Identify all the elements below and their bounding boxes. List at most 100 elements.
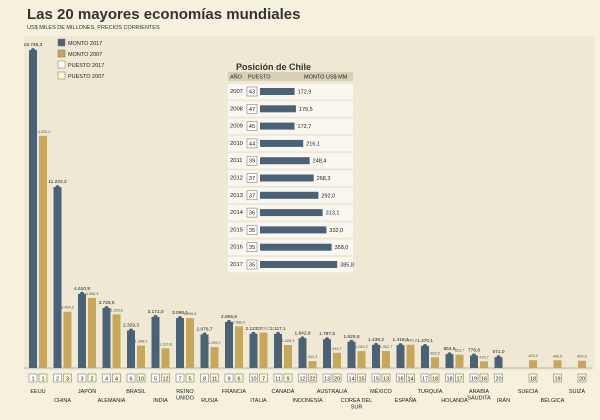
bar-2017-cap-13	[349, 339, 354, 344]
value-label-2017-5: 3.171,0	[147, 309, 163, 315]
bar-2017-cap-12	[325, 337, 329, 342]
inset-year-10: 2017	[230, 262, 243, 268]
bar-2017-cap-0	[31, 48, 35, 53]
category-label-11: INDONESIA	[292, 398, 323, 404]
inset-header-bg	[228, 72, 353, 81]
rank-2007-11: 22	[309, 377, 315, 383]
value-label-2017-14: 1.439,2	[368, 337, 384, 343]
rank-2007-1: 3	[66, 377, 69, 383]
category-label-19: IRÁN	[497, 397, 510, 404]
inset-bar-8	[260, 226, 327, 234]
bar-2017-cap-3	[104, 306, 109, 311]
value-label-2007-15: 1.445,2	[404, 339, 417, 343]
value-label-2017-19: 671,0	[492, 349, 504, 355]
rank-2007-13: 15	[358, 377, 364, 383]
value-label-2017-8: 2.855,6	[221, 314, 237, 320]
value-label-2007-14: 1.052,7	[380, 345, 393, 349]
bar-2007-4	[137, 345, 145, 368]
value-label-2007-5: 1.223,8	[159, 342, 172, 346]
inset-year-0: 2007	[230, 89, 243, 95]
inset-position-3: 44	[249, 141, 256, 147]
inset-position-10: 35	[249, 263, 255, 269]
value-label-2007-6: 3.095,8	[184, 312, 197, 316]
bar-2017-cap-1	[55, 185, 60, 190]
inset-bar-2	[260, 122, 295, 130]
inset-amount-label-8: 332,0	[329, 228, 343, 234]
inset-position-box-3	[246, 138, 258, 149]
category-label-17: HOLANDA	[441, 398, 468, 404]
inset-year-6: 2013	[230, 193, 243, 199]
rank-2007-9: 7	[262, 377, 265, 383]
bar-2017-8	[225, 322, 233, 368]
value-label-2007-4: 1.398,2	[135, 339, 148, 343]
value-label-2017-2: 4.610,8	[74, 286, 90, 292]
value-label-2017-18: 778,8	[468, 347, 480, 353]
bar-2017-cap-7	[202, 332, 207, 337]
bar-2017-6	[176, 318, 184, 368]
rank-2007-8: 6	[237, 377, 240, 383]
value-label-2017-13: 1.628,8	[343, 334, 359, 340]
inset-position-8: 35	[249, 228, 255, 234]
bar-2017-11	[298, 338, 307, 368]
category-label-20: SUECIA	[518, 389, 539, 395]
category-label-5: INDIA	[153, 398, 168, 404]
value-label-2017-4: 2.329,3	[123, 322, 139, 328]
value-label-2007-8: 2.586,5	[233, 320, 246, 324]
bar-2007-16	[431, 357, 439, 368]
chart-subtitle: US$ MILES DE MILLONES, PRECIOS CORRIENTE…	[27, 25, 160, 31]
rank-2017-box-19	[494, 373, 503, 383]
bar-2017-cap-6	[178, 316, 182, 321]
legend-label-3: PUESTO 2007	[68, 74, 104, 80]
bar-2017-14	[372, 344, 380, 368]
bar-2007-22	[578, 360, 586, 368]
rank-2017-0: 1	[31, 377, 34, 383]
bar-2007-7	[210, 347, 219, 368]
rank-2007-box-5	[161, 373, 170, 383]
category-label-15: ESPAÑA	[395, 397, 417, 404]
bar-2017-3	[102, 308, 111, 368]
bar-2017-cap-10	[276, 331, 280, 336]
value-label-2017-0: 19.746,3	[24, 42, 43, 48]
rank-2007-box-13	[357, 373, 366, 383]
rank-2007-box-22	[577, 373, 587, 383]
rank-2017-11: 12	[299, 377, 305, 383]
value-label-2017-12: 1.787,5	[319, 331, 335, 337]
category-label-4: BRASIL	[126, 389, 146, 395]
rank-2017-7: 8	[203, 377, 206, 383]
value-label-2007-18: 415,7	[479, 355, 489, 359]
inset-year-9: 2016	[230, 245, 243, 251]
rank-2007-6: 5	[188, 377, 191, 383]
inset-bar-10	[260, 261, 338, 268]
rank-2017-12: 13	[324, 377, 330, 383]
value-label-2007-1: 3.494,2	[61, 306, 74, 310]
inset-title: Posición de Chile	[236, 62, 312, 72]
rank-2007-3: 4	[115, 377, 118, 383]
chart-title: Las 20 mayores economías mundiales	[27, 6, 301, 23]
inset-position-box-6	[246, 190, 258, 201]
value-label-2017-1: 11.232,2	[48, 179, 67, 185]
rank-2017-17: 18	[446, 377, 452, 383]
rank-2007-box-1	[63, 373, 72, 383]
value-label-2007-22: 450,5	[577, 355, 587, 359]
rank-2017-19: 20	[495, 377, 501, 383]
bar-2017-cap-16	[423, 343, 427, 348]
rank-2007-box-14	[381, 373, 391, 383]
rank-2007-box-15	[406, 373, 415, 383]
bar-2007-21	[553, 360, 562, 368]
rank-2017-18: 19	[471, 377, 477, 383]
rank-2007-4: 10	[138, 377, 144, 383]
rank-2007-15: 14	[407, 377, 413, 383]
value-label-2007-16: 663,5	[430, 351, 440, 355]
inset-position-box-1	[246, 104, 258, 114]
inset-bar-3	[260, 139, 304, 147]
rank-2017-4: 6	[129, 377, 132, 383]
category-label-14: MÉXICO	[370, 388, 392, 395]
value-label-2007-12: 945,7	[332, 347, 342, 351]
rank-2007-box-3	[112, 373, 121, 383]
rank-2007-10: 9	[286, 377, 289, 383]
bar-2017-cap-9	[251, 331, 256, 336]
inset-amount-label-2: 172,7	[298, 124, 312, 130]
bar-2017-12	[323, 339, 331, 368]
inset-header-position: PUESTO	[248, 75, 271, 81]
inset-year-1: 2008	[230, 106, 243, 112]
